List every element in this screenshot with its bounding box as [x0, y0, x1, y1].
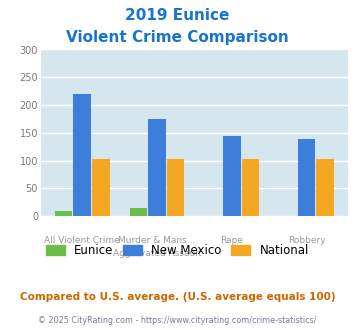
Text: All Violent Crime: All Violent Crime [44, 236, 120, 245]
Bar [242, 159, 259, 216]
Legend: Eunice, New Mexico, National: Eunice, New Mexico, National [41, 239, 314, 261]
Bar [148, 119, 166, 216]
Bar [55, 211, 72, 216]
Bar [130, 208, 147, 216]
Bar [73, 94, 91, 216]
Bar [167, 159, 185, 216]
Text: Robbery: Robbery [288, 236, 325, 245]
Text: Murder & Mans...: Murder & Mans... [118, 236, 196, 245]
Bar [298, 140, 315, 216]
Text: Compared to U.S. average. (U.S. average equals 100): Compared to U.S. average. (U.S. average … [20, 292, 335, 302]
Text: 2019 Eunice: 2019 Eunice [125, 8, 230, 23]
Text: Violent Crime Comparison: Violent Crime Comparison [66, 30, 289, 45]
Bar [316, 159, 334, 216]
Bar [92, 159, 110, 216]
Text: © 2025 CityRating.com - https://www.cityrating.com/crime-statistics/: © 2025 CityRating.com - https://www.city… [38, 316, 317, 325]
Text: Aggravated Assault: Aggravated Assault [113, 249, 201, 258]
Text: Rape: Rape [220, 236, 243, 245]
Bar [223, 136, 241, 216]
